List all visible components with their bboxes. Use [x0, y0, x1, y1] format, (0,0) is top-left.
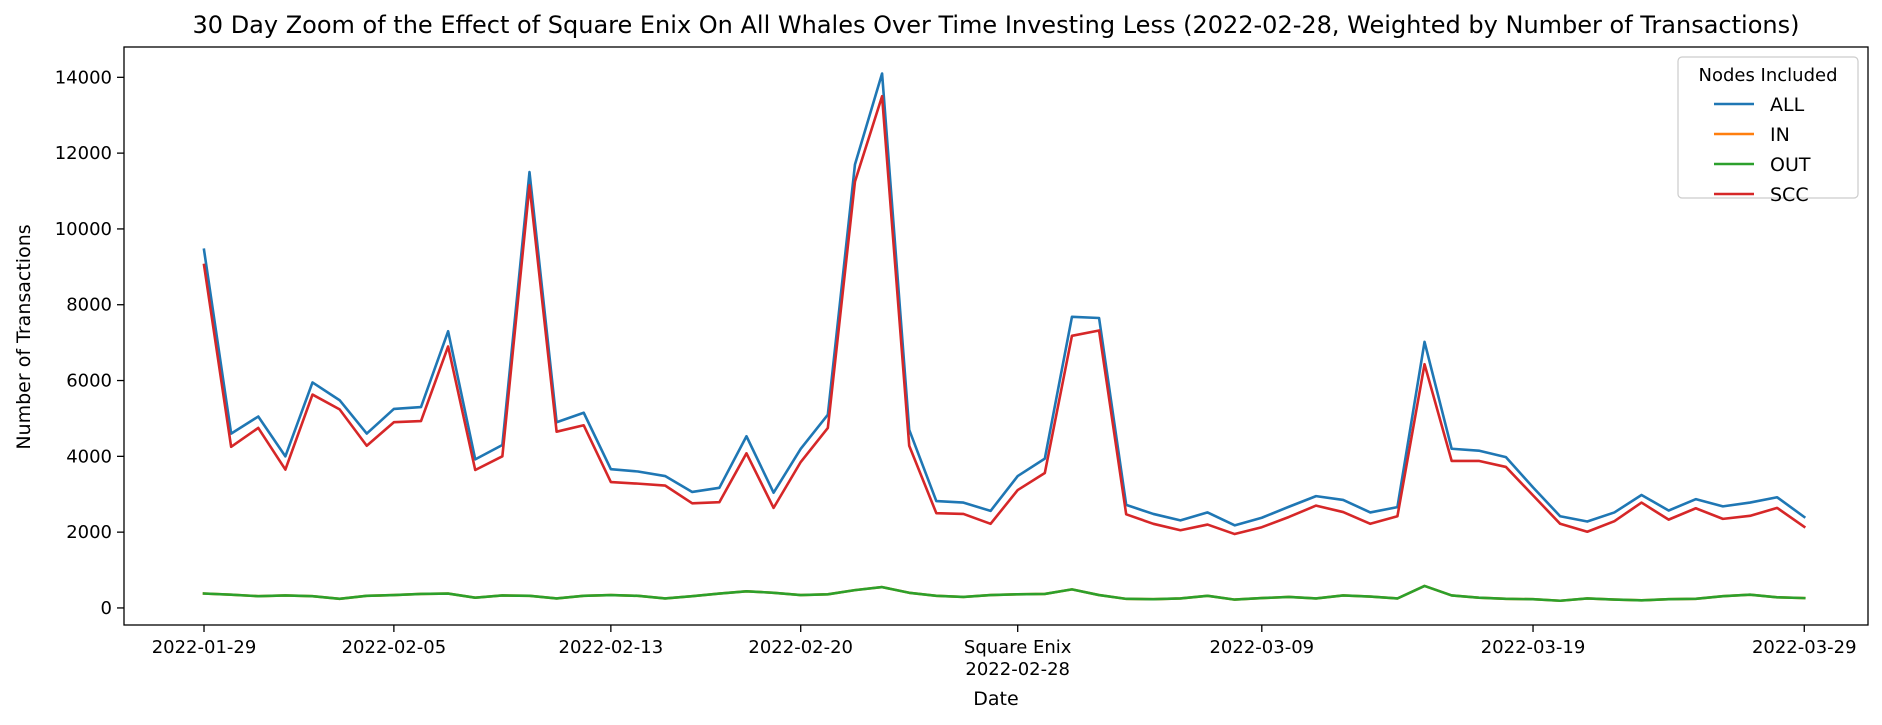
y-axis-label: Number of Transactions: [13, 224, 35, 449]
plot-frame: [123, 46, 1869, 626]
plot-area: 0 2000 4000 6000 8000 10000 12000 14000 2022-01-…: [55, 46, 1869, 680]
chart-title: 30 Day Zoom of the Effect of Square Enix…: [193, 11, 1800, 39]
legend-label-out: OUT: [1770, 154, 1811, 176]
y-tick-label: 6000: [66, 371, 112, 392]
legend-title: Nodes Included: [1698, 65, 1837, 86]
legend-label-in: IN: [1770, 124, 1790, 146]
y-tick-label: 2000: [66, 522, 112, 543]
x-axis-label: Date: [973, 688, 1018, 710]
series-line-out: [202, 584, 1806, 603]
x-tick-label: 2022-03-29: [1752, 637, 1857, 658]
x-tick-label: 2022-02-13: [559, 637, 664, 658]
series-line-all: [202, 72, 1807, 527]
y-tick-label: 14000: [55, 67, 112, 88]
y-tick-label: 0: [101, 598, 112, 619]
x-tick-label: 2022-02-05: [342, 637, 447, 658]
y-tick-label: 4000: [66, 446, 112, 467]
legend: Nodes Included ALL IN OUT SCC: [1677, 56, 1859, 206]
y-tick-label: 10000: [55, 219, 112, 240]
x-tick-label: 2022-03-19: [1481, 637, 1586, 658]
series-line-scc: [202, 94, 1807, 536]
x-tick-label: 2022-01-29: [152, 637, 257, 658]
y-tick-label: 12000: [55, 143, 112, 164]
legend-label-scc: SCC: [1770, 184, 1809, 206]
legend-label-all: ALL: [1770, 94, 1805, 116]
x-tick-label: Square Enix: [964, 637, 1072, 658]
y-tick-label: 8000: [66, 295, 112, 316]
x-tick-label: 2022-03-09: [1209, 637, 1314, 658]
x-tick-label: 2022-02-28: [965, 659, 1070, 680]
x-tick-label: 2022-02-20: [748, 637, 853, 658]
